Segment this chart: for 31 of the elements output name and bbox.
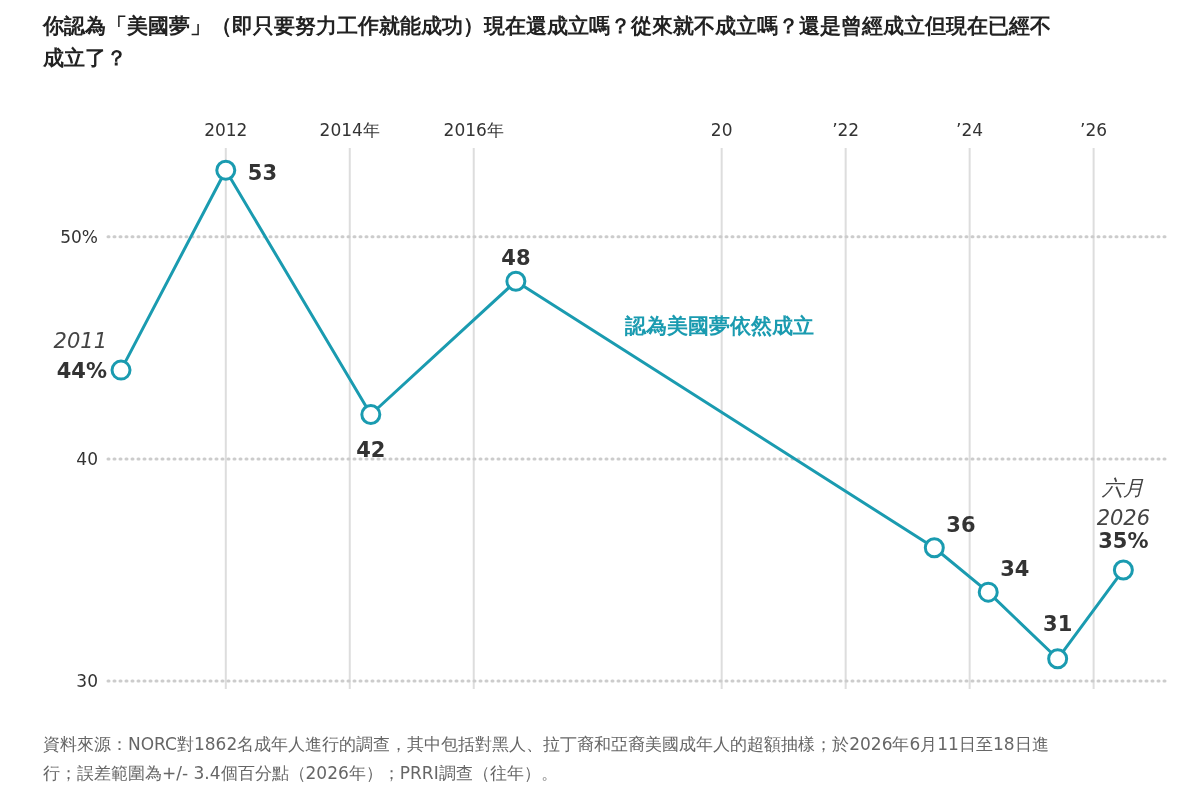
point [360, 404, 382, 425]
data-label: 53 [247, 161, 278, 186]
chart-title: 你認為「美國夢」（即只要努力工作就能成功）現在還成立嗎？從來就不成立嗎？還是曾經成立但現在已經不成立了？ [42, 14, 1051, 70]
data-label: 48 [501, 246, 531, 271]
data-label: 34 [1000, 557, 1030, 582]
y-tick-label: 30 [76, 671, 98, 691]
x-tick-label: 2016年 [443, 120, 504, 140]
x-tick-label: ’24 [956, 120, 984, 140]
x-tick-label: ’26 [1080, 120, 1108, 140]
point [977, 581, 999, 603]
y-tick-label: 40 [76, 448, 98, 469]
series-label: 認為美國夢依然成立 [623, 313, 814, 338]
point [505, 270, 527, 292]
x-tick-label: 20 [710, 120, 733, 140]
x-tick-label: 2014年 [319, 120, 380, 140]
point [215, 159, 237, 181]
x-tick-label: 2012 [204, 120, 248, 140]
data-label: 35% [1098, 528, 1149, 553]
x-tick-label: ’22 [832, 120, 860, 140]
data-label: 36 [946, 512, 976, 537]
point [110, 359, 132, 381]
source-note: 資料來源：NORC對1862名成年人進行的調查，其中包括對黑人、拉丁裔和亞裔美國成年人的超額抽樣；於2026年6月11日至18日進行；誤差範圍為+/- 3.4個百分點（2026年）；PRRI調查（往年）。 [43, 734, 1049, 783]
data-label: 44% [56, 359, 108, 384]
point [923, 537, 945, 559]
annotation: 六月 2026 [1096, 475, 1151, 530]
point [1112, 559, 1134, 581]
data-label: 31 [1043, 611, 1073, 636]
data-label: 42 [356, 437, 386, 462]
annotation: 2011 [53, 329, 108, 354]
y-tick-label: 50% [60, 226, 98, 247]
point [1047, 648, 1069, 670]
